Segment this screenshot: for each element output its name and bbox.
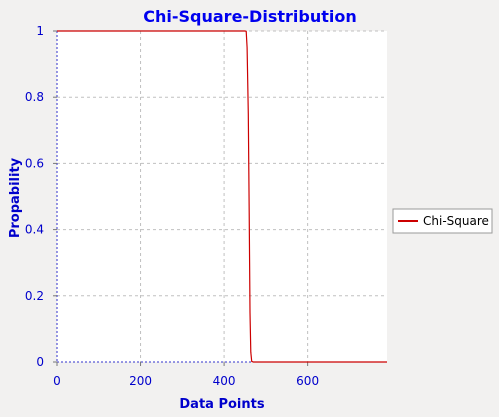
x-axis-label: Data Points <box>179 397 264 412</box>
y-tick-label-4: 0.8 <box>25 90 44 104</box>
x-tick-label-0: 0 <box>53 374 61 388</box>
x-tick-label-1: 200 <box>129 374 152 388</box>
x-tick-label-2: 400 <box>213 374 236 388</box>
y-tick-label-0: 0 <box>36 355 44 369</box>
y-tick-label-1: 0.2 <box>25 289 44 303</box>
axes <box>53 30 387 366</box>
y-axis-label: Propability <box>8 157 23 238</box>
tick-labels: 0 200 400 600 0 0.2 0.4 0.6 0.8 1 <box>25 24 319 388</box>
x-tick-label-3: 600 <box>296 374 319 388</box>
legend-label-chi-square: Chi-Square <box>423 214 489 228</box>
y-tick-label-2: 0.4 <box>25 223 44 237</box>
series-layer <box>57 30 387 363</box>
legend: Chi-Square <box>392 208 493 234</box>
y-tick-label-3: 0.6 <box>25 156 44 170</box>
chart-title: Chi-Square-Distribution <box>143 7 356 26</box>
y-tick-label-5: 1 <box>36 24 44 38</box>
series-line-chi-square <box>57 30 387 363</box>
plot-area <box>57 31 387 362</box>
